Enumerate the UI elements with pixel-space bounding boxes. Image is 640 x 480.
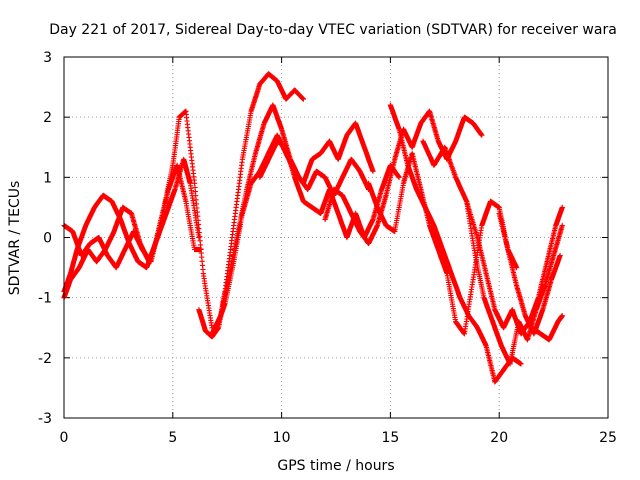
- y-tick-label: 0: [43, 231, 52, 247]
- x-tick-label: 5: [168, 430, 177, 446]
- y-tick-label: -1: [38, 291, 52, 307]
- series-arc-1: [61, 108, 215, 331]
- series-arc-10: [387, 102, 524, 385]
- series-arc-13: [496, 210, 563, 337]
- y-tick-label: -3: [38, 411, 52, 427]
- y-axis-label: SDTVAR / TECUs: [7, 181, 23, 296]
- x-tick-label: 15: [381, 430, 399, 446]
- series-arc-7: [257, 138, 402, 241]
- x-tick-label: 25: [599, 430, 617, 446]
- plot-frame: [63, 56, 609, 419]
- y-tick-label: 1: [43, 170, 52, 186]
- y-tick-label: 3: [43, 50, 52, 66]
- series-arc-14: [529, 313, 565, 343]
- series-arc-6: [213, 120, 376, 331]
- y-tick-label: -2: [38, 351, 52, 367]
- y-tick-labels: -3 -2 -1 0 1 2 3: [38, 50, 52, 427]
- plus-markers: [496, 210, 563, 337]
- data-markers: [61, 71, 565, 385]
- chart-title: Day 221 of 2017, Sidereal Day-to-day VTE…: [49, 22, 617, 38]
- plus-markers: [257, 138, 402, 241]
- grid: [64, 57, 608, 418]
- plus-markers: [196, 71, 306, 340]
- y-tick-label: 2: [43, 110, 52, 126]
- x-tick-label: 20: [490, 430, 508, 446]
- plus-markers: [387, 102, 524, 385]
- plus-markers: [61, 108, 215, 331]
- series-arc-4: [196, 71, 306, 340]
- x-tick-label: 0: [60, 430, 69, 446]
- x-axis-label: GPS time / hours: [277, 458, 394, 474]
- plus-markers: [213, 120, 376, 331]
- x-tick-labels: 0 5 10 15 20 25: [60, 430, 617, 446]
- plus-markers: [529, 313, 565, 343]
- x-tick-label: 10: [273, 430, 291, 446]
